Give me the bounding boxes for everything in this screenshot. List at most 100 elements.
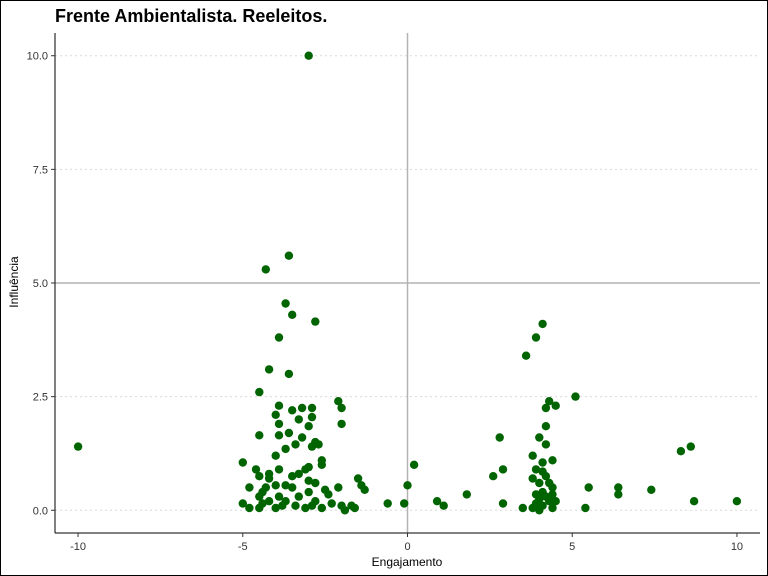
y-tick-label-4: 10.0 (27, 51, 48, 63)
data-point-121 (528, 503, 537, 513)
data-point-71 (307, 501, 317, 510)
data-point-74 (350, 503, 359, 513)
data-point-45 (353, 474, 363, 483)
data-point-132 (689, 497, 699, 506)
data-point-84 (409, 460, 419, 469)
data-point-81 (383, 499, 392, 508)
x-tick-label-3: 5 (569, 541, 575, 553)
data-point-42 (255, 472, 264, 481)
data-point-93 (531, 333, 541, 342)
data-point-70 (291, 501, 300, 510)
data-point-21 (274, 419, 284, 429)
data-point-15 (334, 397, 343, 406)
data-point-100 (535, 433, 544, 442)
data-point-8 (264, 365, 274, 374)
data-point-101 (541, 440, 551, 449)
data-point-125 (584, 483, 593, 492)
data-point-107 (541, 472, 551, 481)
data-point-104 (538, 458, 547, 467)
data-point-90 (498, 465, 508, 474)
y-axis-ticks: 0.0 2.5 5.0 7.5 10.0 (27, 51, 55, 517)
data-point-1 (73, 442, 83, 451)
data-point-24 (274, 431, 284, 440)
data-point-102 (528, 451, 537, 460)
data-point-63 (264, 497, 274, 506)
data-point-26 (297, 433, 307, 442)
data-point-60 (274, 492, 284, 501)
data-point-47 (311, 478, 320, 488)
y-tick-label-3: 7.5 (33, 164, 48, 176)
y-tick-label-2: 5.0 (33, 278, 48, 290)
data-point-97 (551, 401, 560, 410)
x-tick-label-2: 0 (404, 541, 410, 553)
data-point-18 (294, 415, 303, 424)
data-point-28 (291, 440, 300, 449)
data-point-85 (432, 497, 442, 506)
reference-lines (55, 33, 760, 533)
data-point-12 (288, 406, 297, 415)
data-point-31 (281, 444, 290, 454)
data-point-66 (327, 499, 336, 508)
data-point-128 (614, 490, 623, 499)
x-tick-label-0: -10 (70, 541, 86, 553)
data-point-0 (304, 51, 313, 60)
data-point-91 (498, 499, 508, 508)
data-point-6 (311, 317, 320, 326)
data-point-127 (614, 483, 623, 492)
data-point-3 (261, 265, 270, 274)
data-point-103 (548, 456, 557, 465)
x-axis-label: Engajamento (372, 555, 443, 569)
data-point-4 (281, 299, 290, 308)
data-point-25 (255, 431, 264, 440)
data-point-92 (538, 319, 547, 329)
data-point-133 (732, 497, 742, 506)
data-point-44 (264, 474, 274, 483)
data-point-20 (337, 419, 346, 429)
data-point-56 (360, 485, 369, 494)
x-tick-label-1: -5 (238, 541, 248, 553)
data-points (73, 51, 742, 515)
data-point-61 (294, 492, 303, 501)
data-point-94 (521, 351, 531, 360)
data-point-88 (489, 472, 498, 481)
data-point-59 (324, 490, 333, 499)
data-point-49 (271, 481, 280, 490)
data-point-14 (307, 403, 317, 413)
data-point-62 (255, 492, 264, 501)
data-point-80 (271, 503, 280, 513)
data-point-16 (337, 403, 346, 413)
data-point-5 (288, 310, 297, 319)
data-point-10 (255, 387, 264, 397)
data-point-19 (307, 412, 317, 422)
data-point-83 (403, 481, 412, 490)
data-point-52 (288, 483, 297, 492)
data-point-2 (284, 251, 294, 260)
data-point-108 (528, 474, 537, 483)
x-tick-label-4: 10 (731, 541, 743, 553)
data-point-89 (495, 433, 504, 442)
y-tick-label-0: 0.0 (33, 505, 48, 517)
data-point-79 (340, 506, 350, 515)
data-point-43 (288, 472, 297, 481)
x-axis-ticks: -10 -5 0 5 10 (70, 533, 743, 553)
data-point-124 (535, 506, 544, 515)
data-point-30 (307, 442, 317, 451)
data-point-58 (304, 487, 313, 497)
data-point-110 (535, 478, 544, 488)
data-point-67 (238, 499, 247, 508)
data-point-130 (676, 447, 686, 456)
data-point-32 (271, 451, 280, 460)
data-point-95 (571, 392, 580, 401)
data-point-53 (245, 483, 254, 492)
data-point-35 (317, 460, 326, 469)
data-point-69 (278, 501, 287, 510)
data-point-22 (304, 422, 313, 431)
data-point-99 (541, 422, 551, 431)
data-point-11 (274, 401, 284, 410)
chart-title: Frente Ambientalista. Reeleitos. (55, 6, 328, 26)
y-axis-label: Influência (7, 256, 21, 308)
data-point-117 (545, 497, 554, 506)
data-point-9 (284, 369, 294, 379)
